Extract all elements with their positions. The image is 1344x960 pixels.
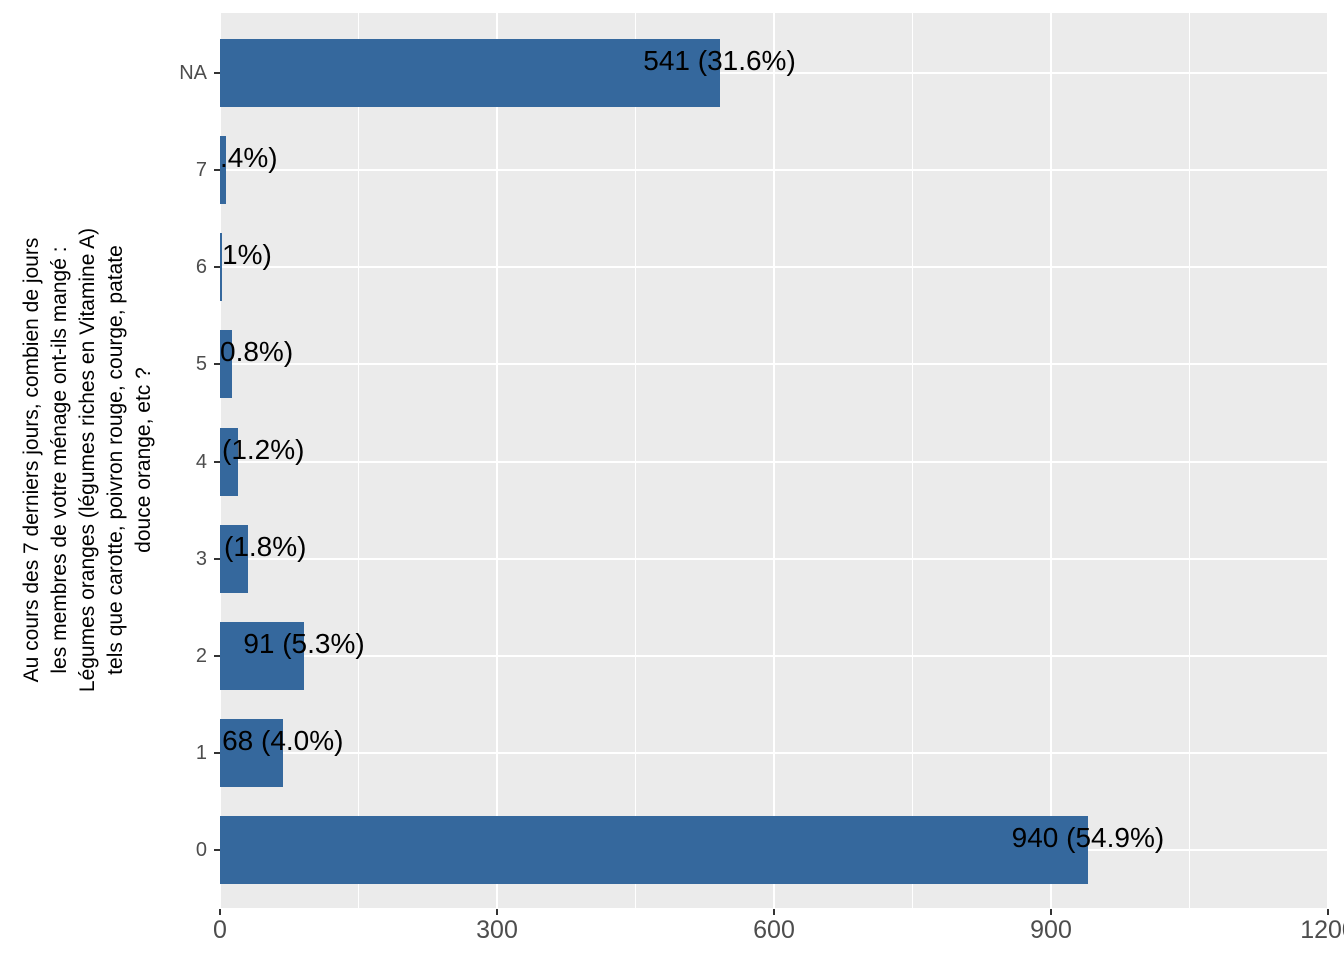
y-tick-mark (214, 72, 220, 74)
bar-value-label: (1.8%) (224, 530, 307, 562)
y-tick-label: 6 (195, 256, 207, 279)
bar-value-label: 68 (4.0%) (222, 724, 344, 756)
y-tick-mark (214, 849, 220, 851)
bar-value-label: 91 (5.3%) (243, 627, 365, 659)
y-tick-mark (214, 654, 220, 657)
x-tick-label: 0 (213, 916, 227, 944)
bar (220, 524, 248, 593)
bar (220, 136, 227, 205)
y-tick-mark (214, 169, 220, 172)
x-tick-label: 1200 (1300, 916, 1344, 944)
major-gridline (220, 654, 1328, 657)
x-tick-mark (219, 909, 221, 915)
y-tick-label: 5 (195, 353, 207, 376)
y-tick-label: 2 (195, 644, 207, 667)
y-tick-mark (214, 751, 220, 754)
y-tick-mark (214, 460, 220, 463)
major-gridline (220, 751, 1328, 754)
bar-value-label: 940 (54.9%) (1011, 822, 1165, 853)
major-gridline (220, 557, 1328, 560)
x-tick-label: 600 (753, 916, 795, 944)
x-tick-mark (1050, 909, 1052, 915)
y-tick-label: 1 (195, 741, 207, 764)
y-tick-label: NA (179, 62, 207, 84)
bar-value-label: .4%) (220, 142, 278, 174)
x-tick-label: 300 (476, 916, 518, 944)
bar (220, 621, 305, 690)
x-tick-mark (1327, 909, 1329, 915)
bar (220, 330, 232, 399)
y-tick-label: 3 (195, 547, 207, 570)
x-tick-mark (773, 909, 775, 915)
bar-value-label: (1.2%) (222, 433, 305, 465)
bar (220, 718, 283, 787)
bar (220, 816, 1088, 884)
y-tick-mark (214, 557, 220, 560)
y-tick-label: 4 (195, 450, 207, 473)
y-tick-label: 7 (195, 159, 207, 182)
plot-panel: 541 (31.6%) .4%) 1%) 0.8%) (1.2%) (1.8%) 91 (5… (220, 13, 1328, 908)
major-gridline (220, 72, 1328, 74)
x-tick-label: 900 (1030, 916, 1072, 944)
y-tick-label: 0 (195, 839, 207, 861)
bar (220, 39, 720, 107)
major-gridline (220, 460, 1328, 463)
x-tick-mark (496, 909, 498, 915)
bar (220, 427, 239, 496)
major-gridline (220, 169, 1328, 172)
major-gridline (220, 266, 1328, 269)
bar (220, 233, 222, 302)
bar-value-label: 1%) (222, 239, 272, 271)
y-tick-mark (214, 266, 220, 269)
bar-value-label: 541 (31.6%) (643, 45, 796, 76)
y-tick-mark (214, 363, 220, 366)
major-gridline (220, 363, 1328, 366)
bar-value-label: 0.8%) (220, 336, 294, 368)
